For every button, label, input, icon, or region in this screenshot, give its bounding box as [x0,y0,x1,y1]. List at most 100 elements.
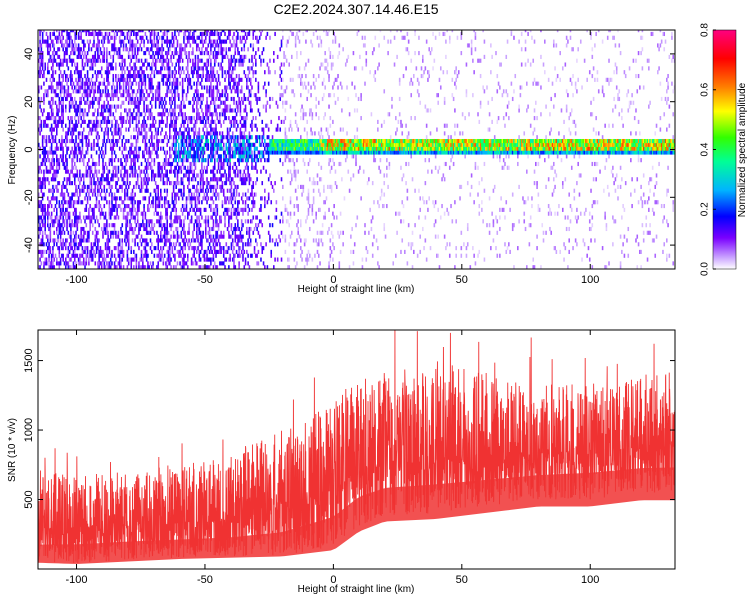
spectrogram-cell [226,177,229,182]
spectrogram-cell [237,146,239,151]
spectrogram-cell [174,192,176,197]
spectrogram-cell [195,135,198,140]
spectrogram-cell [202,184,204,189]
spectrogram-cell [112,207,115,212]
spectrogram-cell [73,181,76,186]
spectrogram-cell [46,207,49,212]
spectrogram-cell [152,146,154,151]
spectrogram-cell [73,62,76,67]
spectrogram-cell [216,249,219,254]
spectrogram-cell [204,257,207,262]
spectrogram-cell [170,219,172,224]
spectrogram-cell [249,146,252,151]
spectrogram-cell [63,70,66,75]
spectrogram-cell [41,242,44,247]
spectrogram-cell [152,119,154,124]
spectrogram-cell [85,223,88,228]
spectrogram-cell [193,223,195,228]
spectrogram-cell [100,154,103,159]
spectrogram-cell [103,169,106,174]
spectrogram-cell [169,135,171,140]
spectrogram-cell [72,89,75,94]
spectrogram-cell [212,192,215,197]
spectrogram-cell [194,39,197,44]
spectrogram-cell [73,146,76,151]
spectrogram-cell [148,146,151,151]
spectrogram-cell [124,165,126,170]
spectrogram-cell [138,58,140,63]
spectrogram-cell [149,112,152,117]
spectrogram-cell [104,215,107,220]
spectrogram-cell [84,135,86,140]
spectrogram-cell [253,154,256,159]
spectrogram-cell [220,219,222,224]
spectrogram-cell [138,200,140,205]
spectrogram-cell [261,150,264,155]
spectrogram-cell [125,223,127,228]
spectrogram-cell [190,165,193,170]
spectrogram-cell [88,184,90,189]
spectrogram-cell [84,93,86,98]
spectrogram-cell [265,242,267,247]
spectrogram-cell [226,161,229,167]
spectrogram-cell [135,181,138,186]
spectrogram-cell [107,234,109,239]
spectrogram-cell [70,131,72,136]
spectrogram-cell [82,230,85,235]
spectrogram-cell [174,81,176,86]
spectrogram-cell [131,112,134,117]
spectrogram-cell [175,77,177,82]
spectrogram-cell [53,177,55,182]
spectrogram-cell [72,173,75,178]
spectrogram-cell [127,108,130,113]
spectrogram-cell [239,58,242,63]
spectrogram-cell [156,135,158,140]
spectrogram-cell [211,112,213,117]
spectrogram-cell [52,238,54,243]
spectrogram-cell [235,234,238,239]
spectrogram-cell [203,123,206,128]
spectrogram-cell [154,51,157,56]
spectrogram-cell [72,150,75,155]
spectrogram-cell [210,138,212,144]
spectrogram-cell [221,51,224,56]
spectrogram-cell [210,93,212,98]
spectrogram-cell [59,230,62,235]
spectrogram-cell [39,73,41,79]
spectrogram-cell [219,246,221,251]
spectrogram-cell [262,104,265,109]
spectrogram-cell [121,66,124,71]
spectrogram-cell [224,169,226,174]
spectrogram-cell [156,238,158,243]
spectrogram-cell [135,234,138,239]
spectrogram-cell [71,77,73,82]
spectrogram-cell [145,123,148,128]
spectrogram-cell [240,196,243,201]
spectrogram-cell [166,39,169,44]
spectrogram-cell [231,257,234,262]
spectrogram-cell [240,54,243,59]
spectrogram-cell [121,116,124,121]
spectrogram-cell [262,150,265,155]
spectrogram-cell [138,85,140,90]
spectrogram-cell [127,93,130,98]
spectrogram-cell [149,142,152,147]
spectrogram-cell [213,249,216,254]
spectrogram-cell [257,108,260,113]
spectrogram-cell [198,265,201,269]
spectrogram-cell [104,177,107,182]
spectrogram-cell [57,158,59,163]
spectrogram-cell [246,177,248,182]
spectrogram-cell [59,261,62,266]
spectrogram-cell [122,200,125,205]
spectrogram-cell [162,246,165,251]
spectrogram-cell [171,146,174,151]
spectrogram-cell [61,246,63,251]
spectrogram-cell [152,85,154,90]
spectrogram-cell [98,104,100,109]
spectrogram-cell [139,30,142,33]
spectrogram-cell [158,173,161,178]
spectrogram-cell [50,261,53,266]
spectrogram-cell [197,154,199,159]
spectrogram-cell [170,226,172,232]
